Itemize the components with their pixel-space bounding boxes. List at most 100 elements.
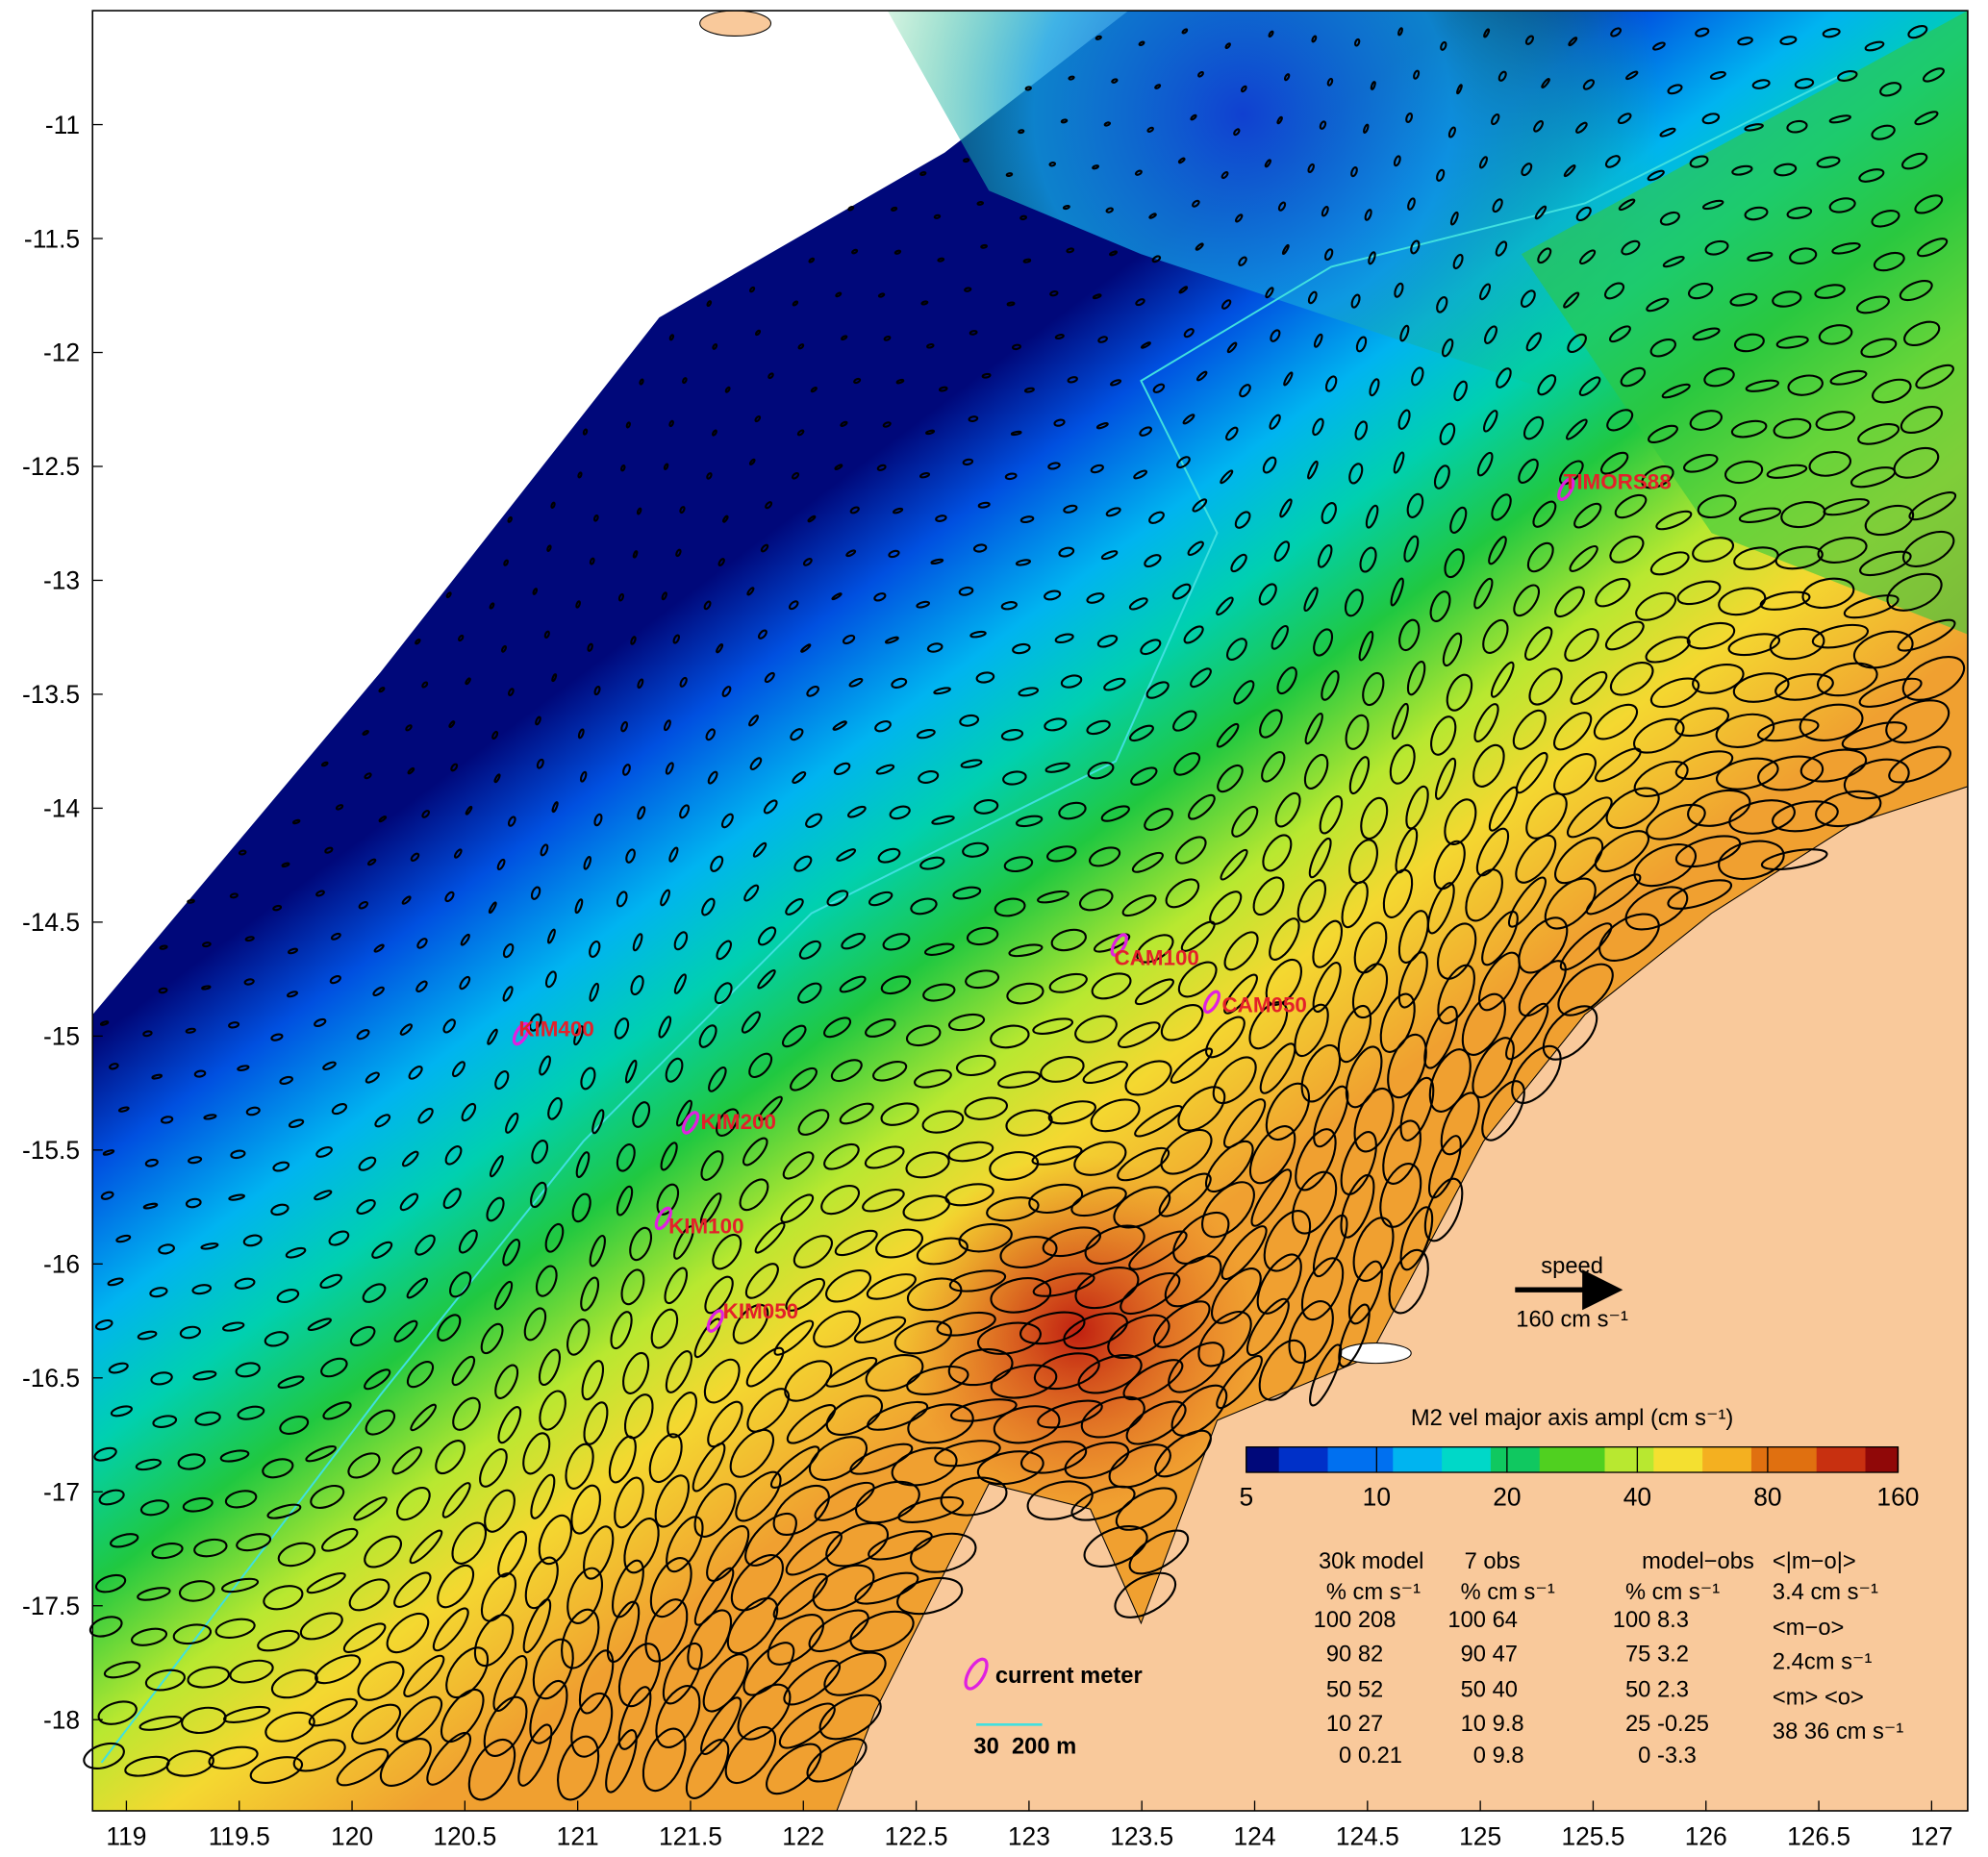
tidal-ellipse <box>976 1450 1044 1486</box>
tidal-ellipse <box>1138 40 1145 46</box>
tidal-ellipse <box>1164 1255 1222 1308</box>
tidal-ellipse <box>673 931 689 951</box>
tidal-ellipse <box>962 841 990 858</box>
tidal-ellipse <box>1269 414 1281 430</box>
tidal-ellipse <box>605 1729 638 1794</box>
tidal-ellipse <box>306 1571 346 1594</box>
tidal-ellipse <box>1917 238 1949 258</box>
tidal-ellipse <box>1158 1172 1212 1217</box>
tidal-ellipse <box>465 677 471 686</box>
tidal-ellipse <box>531 1140 549 1165</box>
tidal-ellipse <box>675 548 682 558</box>
tidal-ellipse <box>272 904 283 912</box>
tidal-ellipse <box>1220 171 1229 180</box>
tidal-ellipse <box>1370 81 1376 90</box>
tidal-ellipse <box>1133 469 1148 480</box>
tidal-ellipse <box>665 1350 692 1393</box>
tidal-ellipse <box>721 686 732 697</box>
tidal-ellipse <box>502 942 515 959</box>
tidal-ellipse <box>739 1178 769 1212</box>
tidal-ellipse <box>1117 1021 1161 1048</box>
tidal-ellipse <box>410 852 420 862</box>
tidal-ellipse <box>342 1622 387 1653</box>
tidal-ellipse <box>1103 121 1112 127</box>
tidal-ellipse <box>958 1222 1013 1253</box>
tidal-ellipse <box>493 1280 514 1311</box>
tidal-ellipse <box>1177 1086 1226 1132</box>
tidal-ellipse <box>151 1073 164 1080</box>
tidal-ellipse <box>931 815 955 825</box>
tidal-ellipse <box>877 292 886 298</box>
tidal-ellipse <box>699 1192 722 1225</box>
tidal-ellipse <box>812 1564 875 1612</box>
tidal-ellipse <box>1528 667 1563 706</box>
tidal-ellipse <box>893 507 904 514</box>
tidal-ellipse <box>1513 584 1541 617</box>
tidal-ellipse <box>270 1669 318 1699</box>
tidal-ellipse <box>1351 963 1389 1019</box>
tidal-ellipse <box>243 978 255 986</box>
tidal-ellipse <box>1382 1119 1422 1185</box>
tidal-ellipse <box>1176 456 1191 469</box>
tidal-ellipse <box>876 464 887 471</box>
colorbar-cell <box>1344 1446 1362 1473</box>
tidal-ellipse <box>139 1499 170 1517</box>
tidal-ellipse <box>981 372 992 379</box>
tidal-ellipse <box>1433 464 1450 489</box>
tidal-ellipse <box>1434 757 1457 800</box>
tidal-ellipse <box>1369 378 1380 397</box>
tidal-ellipse <box>449 1271 472 1298</box>
tidal-ellipses <box>83 25 1966 1801</box>
tidal-ellipse <box>1379 1163 1422 1228</box>
tidal-ellipse <box>1697 494 1737 519</box>
tidal-ellipse <box>1365 504 1379 529</box>
tidal-ellipse <box>1110 379 1122 387</box>
tidal-ellipse <box>862 1189 905 1213</box>
tidal-ellipse <box>1060 674 1083 689</box>
tidal-ellipse <box>1130 766 1158 786</box>
tidal-ellipse <box>415 980 428 992</box>
tidal-ellipse <box>421 681 429 689</box>
tidal-ellipse <box>1479 283 1492 301</box>
colorbar-cell <box>1506 1446 1524 1473</box>
colorbar-cell <box>1246 1446 1264 1473</box>
tidal-ellipse <box>868 1530 933 1561</box>
tidal-ellipse <box>1311 35 1318 43</box>
tidal-ellipse <box>1473 577 1494 610</box>
tidal-ellipse <box>159 944 168 950</box>
tidal-ellipse <box>700 1150 724 1181</box>
tidal-ellipse <box>767 1614 824 1666</box>
tidal-ellipse <box>1197 70 1204 78</box>
legend-current-meter: current meter <box>995 1664 1143 1689</box>
tidal-ellipse <box>889 805 911 820</box>
tidal-ellipse <box>1505 1002 1549 1061</box>
tidal-ellipse <box>793 1235 833 1268</box>
tidal-ellipse <box>1114 1571 1177 1619</box>
tidal-ellipse <box>790 1067 818 1092</box>
tidal-ellipse <box>1134 1104 1183 1138</box>
tidal-ellipse <box>1032 1017 1074 1035</box>
tidal-ellipse <box>1108 1443 1171 1489</box>
legend-isobaths: 30 200 m <box>973 1735 1076 1760</box>
tidal-ellipse <box>1040 1056 1085 1083</box>
tidal-ellipse <box>203 1114 217 1120</box>
tidal-ellipse <box>616 1143 636 1172</box>
tidal-ellipse <box>144 1669 186 1692</box>
tidal-ellipse <box>620 720 628 733</box>
map-background <box>92 10 1969 1812</box>
tidal-ellipse <box>1914 111 1939 126</box>
tidal-ellipse <box>1097 336 1108 343</box>
current-meter <box>654 1206 672 1231</box>
tidal-ellipse <box>1620 366 1647 388</box>
tidal-ellipse <box>107 1277 124 1287</box>
tidal-ellipse <box>648 1433 683 1484</box>
tidal-ellipse <box>623 1393 654 1440</box>
tidal-ellipse <box>1908 491 1957 521</box>
tidal-ellipse <box>964 287 972 292</box>
tidal-ellipse <box>393 1571 432 1608</box>
tidal-ellipse <box>658 1016 672 1039</box>
tidal-ellipse <box>724 386 731 393</box>
tidal-ellipse <box>1423 1005 1458 1069</box>
tidal-ellipse <box>1570 670 1608 705</box>
tidal-ellipse <box>1077 1353 1143 1394</box>
